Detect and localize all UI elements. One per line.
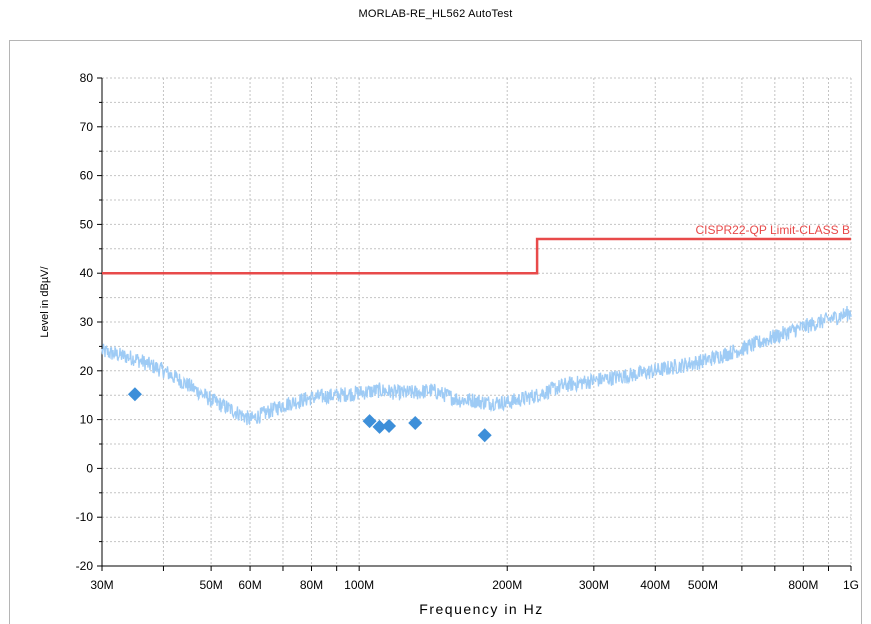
y-tick-label: 10	[80, 413, 94, 427]
x-tick-label: 500M	[688, 578, 718, 592]
x-tick-label: 400M	[640, 578, 670, 592]
y-tick-label: 70	[80, 120, 94, 134]
x-tick-label: 80M	[300, 578, 323, 592]
qp-marker	[127, 387, 142, 402]
x-tick-label: 60M	[238, 578, 261, 592]
qp-marker	[408, 416, 423, 431]
qp-marker	[372, 419, 387, 434]
y-tick-label: -20	[76, 559, 94, 573]
qp-marker	[362, 414, 377, 429]
x-tick-label: 50M	[199, 578, 222, 592]
qp-marker	[382, 418, 397, 433]
x-tick-label: 100M	[344, 578, 374, 592]
x-tick-label: 800M	[788, 578, 818, 592]
noise-trace	[101, 305, 852, 426]
chart-title: MORLAB-RE_HL562 AutoTest	[358, 8, 513, 20]
y-tick-label: 0	[86, 461, 93, 475]
x-axis-title: Frequency in Hz	[419, 601, 543, 617]
y-tick-label: 80	[80, 71, 94, 85]
x-tick-label: 200M	[492, 578, 522, 592]
y-tick-label: 30	[80, 315, 94, 329]
y-tick-label: -10	[76, 510, 94, 524]
qp-marker	[477, 428, 492, 443]
y-axis-title: Level in dBµV/	[39, 265, 51, 337]
y-tick-label: 20	[80, 364, 94, 378]
x-tick-label: 30M	[90, 578, 113, 592]
y-tick-label: 40	[80, 266, 94, 280]
y-tick-label: 60	[80, 169, 94, 183]
limit-line	[102, 237, 851, 275]
y-tick-label: 50	[80, 217, 94, 231]
x-tick-label: 1G	[843, 578, 859, 592]
x-tick-label: 300M	[579, 578, 609, 592]
limit-line-label: CISPR22-QP Limit-CLASS B	[696, 223, 851, 237]
chart-frame	[9, 40, 862, 624]
